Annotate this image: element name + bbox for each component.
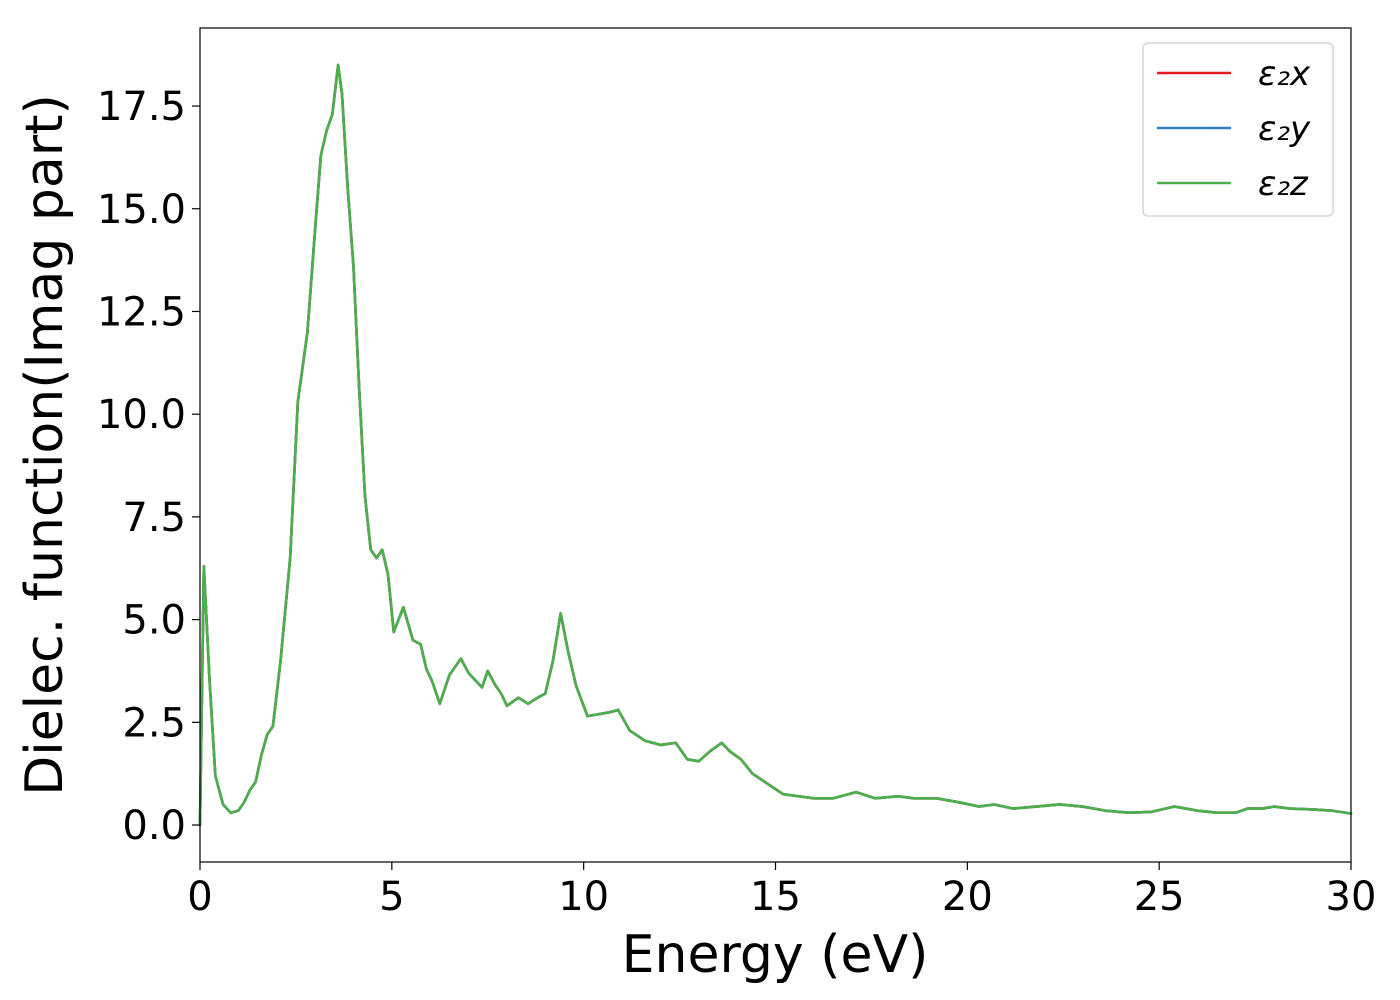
x-tick-label: 25 <box>1134 874 1185 920</box>
series-layer <box>198 63 1353 827</box>
y-tick-label: 2.5 <box>122 700 186 746</box>
legend: ε₂x ε₂y ε₂z <box>1142 42 1334 217</box>
y-tick-label: 12.5 <box>97 289 186 335</box>
x-tick-label: 30 <box>1326 874 1377 920</box>
legend-entries: ε₂x ε₂y ε₂z <box>1157 54 1311 204</box>
y-tick-label: 15.0 <box>97 187 186 233</box>
x-tick-label: 10 <box>558 874 609 920</box>
x-tick-label: 20 <box>942 874 993 920</box>
x-tick-label: 5 <box>379 874 404 920</box>
x-tick-label: 0 <box>187 874 212 920</box>
y-tick-label: 7.5 <box>122 495 186 541</box>
y-tick-label: 17.5 <box>97 84 186 130</box>
x-tick-label: 15 <box>750 874 801 920</box>
series-line-3 <box>198 63 1353 827</box>
x-axis: 0 5 10 15 20 25 30 <box>187 862 1376 920</box>
y-tick-label: 10.0 <box>97 392 186 438</box>
legend-label-2: ε₂y <box>1258 109 1311 149</box>
y-axis: 0.0 2.5 5.0 7.5 10.0 12.5 15.0 17.5 <box>97 84 200 849</box>
legend-box <box>1142 42 1334 217</box>
legend-label-1: ε₂x <box>1258 54 1311 94</box>
y-axis-label: Dielec. function(Imag part) <box>15 94 75 796</box>
legend-label-3: ε₂z <box>1258 164 1309 204</box>
x-axis-label: Energy (eV) <box>622 925 929 985</box>
y-tick-label: 5.0 <box>122 598 186 644</box>
y-tick-label: 0.0 <box>122 803 186 849</box>
